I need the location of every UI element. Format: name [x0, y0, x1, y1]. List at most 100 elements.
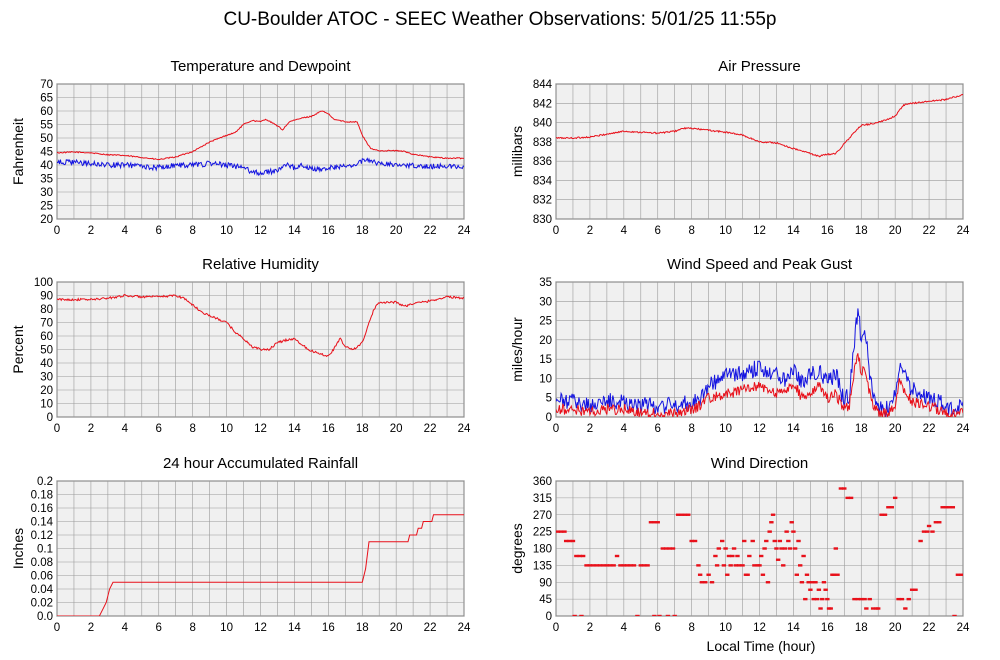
wind-direction-point — [721, 564, 727, 567]
wind-direction-point — [587, 564, 593, 567]
wind-direction-point — [886, 506, 891, 509]
wind-direction-point — [580, 554, 586, 558]
wind-direction-point — [696, 564, 701, 567]
wind-direction-point — [597, 564, 603, 567]
wind-direction-points — [556, 487, 963, 616]
temperature-series-line-blue — [57, 157, 464, 177]
wind-direction-point — [641, 564, 647, 567]
rainfall-x-tick-label: 16 — [322, 622, 335, 634]
humidity-x-tick-label: 4 — [122, 423, 129, 435]
wind-direction-x-tick-label: 18 — [855, 622, 868, 634]
wind-direction-point — [584, 564, 589, 567]
wind-direction-point — [864, 607, 869, 610]
wind-direction-point — [735, 554, 740, 558]
wind-direction-point — [652, 521, 657, 524]
wind-direction-x-tick-label: 10 — [719, 622, 732, 634]
wind-direction-point — [859, 597, 864, 601]
wind-direction-y-axis-label: degrees — [509, 523, 525, 574]
pressure-x-tick-label: 18 — [855, 225, 868, 237]
wind-direction-point — [774, 547, 779, 550]
wind-direction-point — [906, 597, 911, 601]
wind-direction-point — [652, 614, 657, 616]
wind-direction-point — [625, 564, 630, 567]
wind-direction-point — [635, 614, 640, 616]
wind-direction-point — [801, 554, 806, 558]
wind-direction-point — [889, 506, 894, 509]
wind-direction-y-tick-label: 315 — [533, 493, 552, 505]
wind-direction-point — [813, 581, 818, 584]
rainfall-y-tick-label: 0.08 — [31, 557, 53, 569]
wind-direction-point — [723, 547, 728, 550]
wind-direction-point — [767, 530, 772, 533]
wind-direction-point — [781, 564, 786, 567]
pressure-x-tick-label: 0 — [553, 225, 559, 237]
wind-direction-point — [809, 581, 815, 584]
wind-direction-point — [675, 513, 681, 516]
wind-direction-point — [791, 530, 796, 533]
wind-speed-x-tick-label: 2 — [587, 423, 593, 435]
wind-speed-x-tick-label: 16 — [821, 423, 834, 435]
wind-direction-point — [782, 547, 788, 550]
wind-direction-point — [852, 597, 857, 601]
rainfall-x-tick-label: 2 — [88, 622, 94, 634]
wind-direction-point — [618, 564, 623, 567]
humidity-y-tick-label: 60 — [40, 331, 53, 343]
temperature-x-tick-label: 18 — [356, 225, 369, 237]
wind-direction-point — [672, 614, 677, 616]
pressure-x-tick-label: 20 — [889, 225, 902, 237]
wind-direction-point — [714, 564, 720, 567]
wind-direction-point — [660, 547, 666, 550]
wind-direction-point — [896, 597, 901, 601]
humidity-y-tick-label: 50 — [40, 345, 53, 357]
pressure-x-tick-label: 16 — [821, 225, 834, 237]
temperature-y-tick-label: 60 — [40, 106, 53, 118]
humidity-y-tick-label: 40 — [40, 358, 53, 370]
wind-direction-point — [811, 597, 816, 601]
temperature-x-tick-label: 4 — [122, 225, 129, 237]
wind-direction-point — [925, 530, 930, 533]
temperature-x-tick-label: 12 — [254, 225, 267, 237]
wind-direction-point — [947, 506, 952, 509]
wind-direction-point — [757, 564, 762, 567]
wind-direction-point — [918, 539, 923, 543]
temperature-x-tick-label: 8 — [189, 225, 195, 237]
wind-direction-point — [686, 513, 691, 516]
wind-direction-point — [631, 564, 637, 567]
temperature-y-tick-label: 70 — [40, 79, 53, 91]
wind-direction-point — [692, 539, 698, 543]
wind-direction-point — [764, 539, 769, 543]
rainfall-x-tick-label: 0 — [54, 622, 60, 634]
wind-direction-y-tick-label: 225 — [533, 527, 552, 539]
wind-direction-point — [882, 513, 888, 516]
temperature-y-tick-label: 20 — [40, 214, 53, 226]
wind-direction-y-tick-label: 90 — [539, 577, 552, 589]
wind-speed-x-tick-label: 24 — [957, 423, 970, 435]
wind-direction-point — [899, 597, 905, 601]
pressure-y-tick-label: 840 — [533, 118, 552, 130]
wind-direction-point — [775, 558, 781, 561]
wind-direction-point — [742, 539, 747, 543]
humidity-y-tick-label: 90 — [40, 291, 53, 303]
humidity-x-tick-label: 2 — [88, 423, 94, 435]
wind-direction-point — [611, 564, 616, 567]
wind-speed-y-tick-label: 15 — [539, 354, 552, 366]
humidity-y-axis-label: Percent — [10, 325, 26, 373]
wind-direction-point — [574, 554, 579, 558]
wind-direction-point — [657, 614, 662, 616]
temperature-x-tick-label: 22 — [424, 225, 437, 237]
wind-direction-x-tick-label: 4 — [621, 622, 628, 634]
wind-direction-point — [570, 539, 576, 543]
wind-direction-point — [731, 547, 737, 550]
pressure-series-line-red — [556, 93, 963, 158]
pressure-y-axis-label: millibars — [509, 126, 525, 177]
wind-speed-x-tick-label: 8 — [688, 423, 694, 435]
wind-direction-point — [879, 513, 884, 516]
rainfall-x-tick-label: 20 — [390, 622, 403, 634]
pressure-x-tick-label: 12 — [753, 225, 766, 237]
wind-direction-point — [930, 530, 935, 533]
wind-direction-point — [950, 506, 956, 509]
wind-speed-y-tick-label: 10 — [539, 373, 552, 385]
rainfall-y-tick-label: 0.02 — [31, 598, 53, 610]
